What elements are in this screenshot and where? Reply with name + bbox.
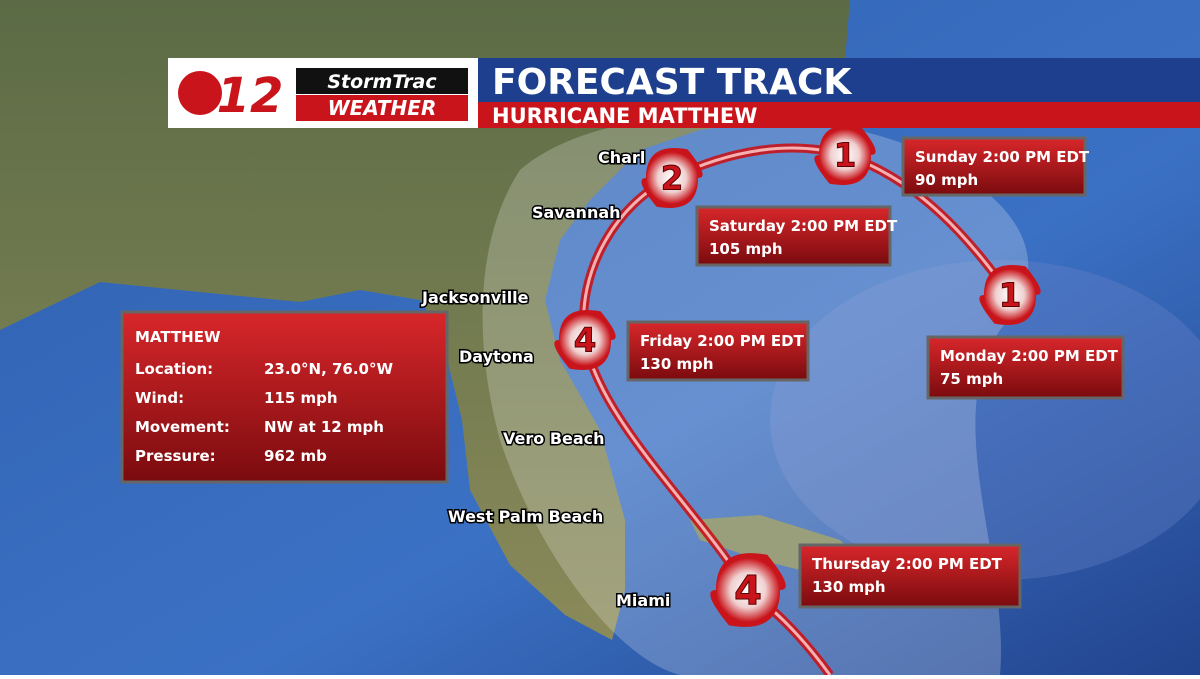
title-band <box>478 58 1200 102</box>
logo-text: StormTrac <box>327 71 437 93</box>
info-label: Wind: <box>135 389 184 407</box>
forecast-wind: 75 mph <box>940 370 1003 388</box>
city-label: West Palm Beach <box>448 507 603 526</box>
forecast-box <box>926 335 1125 400</box>
forecast-time: Sunday 2:00 PM EDT <box>915 148 1090 166</box>
info-value: 115 mph <box>264 389 338 407</box>
logo-eye <box>178 71 222 115</box>
land <box>0 0 850 640</box>
forecast-box <box>695 205 892 267</box>
forecast-wind: 130 mph <box>812 578 886 596</box>
forecast-box <box>798 543 1022 609</box>
storm-category: 2 <box>661 160 684 198</box>
info-label: Pressure: <box>135 447 216 465</box>
storm-category: 1 <box>999 277 1022 315</box>
forecast-wind: 105 mph <box>709 240 783 258</box>
forecast-wind: 90 mph <box>915 171 978 189</box>
logo-text: WEATHER <box>328 96 437 120</box>
logo-box <box>296 68 468 94</box>
forecast-time: Saturday 2:00 PM EDT <box>709 217 898 235</box>
storm-marker <box>984 269 1036 321</box>
city-label: Miami <box>616 591 670 610</box>
info-label: Movement: <box>135 418 230 436</box>
forecast-box <box>901 136 1087 197</box>
storm-marker <box>559 314 611 366</box>
storm-marker <box>646 152 698 204</box>
forecast-time: Monday 2:00 PM EDT <box>940 347 1119 365</box>
city-label: Vero Beach <box>503 429 605 448</box>
forecast-box <box>626 320 810 382</box>
forecast-wind: 130 mph <box>640 355 714 373</box>
title: FORECAST TRACK <box>492 62 852 103</box>
storm-marker <box>819 129 871 181</box>
info-label: Location: <box>135 360 213 378</box>
logo-number: 12 <box>217 68 284 124</box>
logo-box2 <box>296 95 468 121</box>
city-label: Charl <box>598 148 645 167</box>
storm-name: MATTHEW <box>135 328 221 346</box>
info-value: 23.0°N, 76.0°W <box>264 360 393 378</box>
storm-category: 4 <box>734 568 762 614</box>
forecast-time: Thursday 2:00 PM EDT <box>812 555 1003 573</box>
storm-marker <box>716 558 780 622</box>
subtitle-band <box>478 102 1200 128</box>
storm-category: 4 <box>574 322 597 360</box>
info-box <box>120 310 449 484</box>
city-label: Savannah <box>532 203 621 222</box>
city-label: Jacksonville <box>421 288 529 307</box>
info-value: NW at 12 mph <box>264 418 384 436</box>
subtitle: HURRICANE MATTHEW <box>492 104 757 128</box>
city-label: Daytona <box>459 347 534 366</box>
storm-category: 1 <box>834 137 857 175</box>
forecast-cone <box>482 114 1029 675</box>
forecast-time: Friday 2:00 PM EDT <box>640 332 805 350</box>
info-value: 962 mb <box>264 447 327 465</box>
